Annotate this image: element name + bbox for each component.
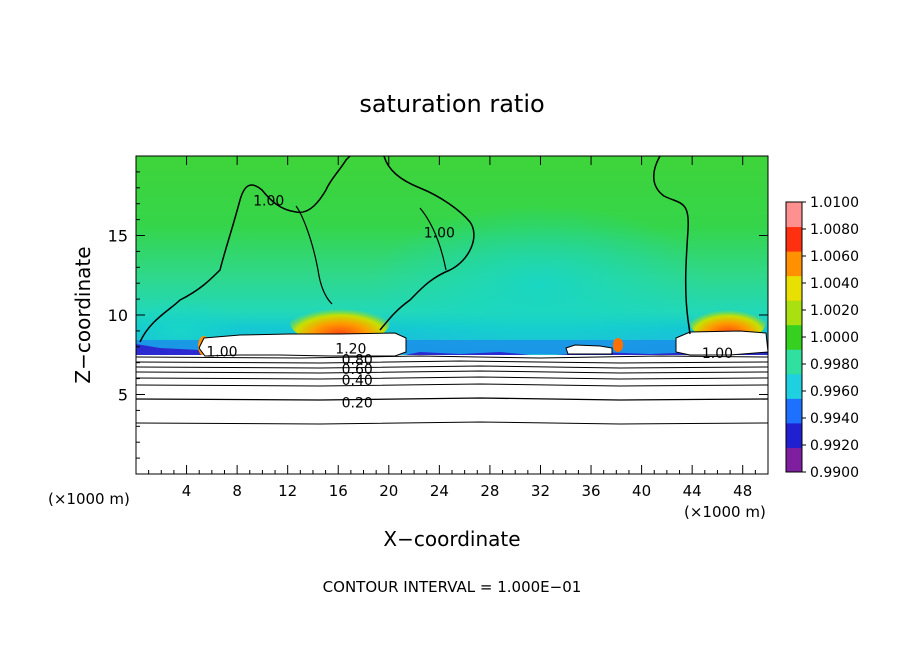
x-unit-right: (×1000 m) [684,503,766,521]
colorbar-band [786,300,802,326]
supersaturation-left [290,300,390,344]
x-tick-label: 24 [430,482,449,500]
contour-line-100-left [139,156,351,343]
cloud-shape-small [565,344,613,355]
colorbar-band [786,251,802,277]
x-tick-label: 48 [733,482,752,500]
colorbar-tick-label: 0.9920 [810,438,859,454]
colorbar-tick-label: 1.0000 [810,330,859,346]
contour-line-120 [136,355,768,359]
colorbar-tick-label: 1.0040 [810,276,859,292]
colorbar-tick-label: 0.9940 [810,411,859,427]
colorbar-band [786,398,802,424]
contour-label: 1.00 [702,346,733,362]
contour-label: 1.00 [206,345,237,361]
contour-interval-note: CONTOUR INTERVAL = 1.000E−01 [323,578,582,596]
x-axis: 4 8 12 16 20 24 28 32 36 40 44 48 [148,156,756,500]
x-tick-label: 32 [531,482,550,500]
contour-label: 0.60 [342,362,373,378]
supersaturation-small [613,338,623,352]
y-tick-label: 5 [118,386,128,405]
colorbar-band [786,447,802,473]
plot-area [136,156,768,474]
contour-label: 1.20 [335,341,366,357]
contour-line-050 [136,370,768,374]
x-tick-label: 36 [581,482,600,500]
contour-line-010 [136,421,768,425]
x-axis-label: X−coordinate [383,527,520,551]
unsaturated-region [136,355,768,474]
contour-line-020 [136,397,768,401]
contour-label: 0.20 [342,395,373,411]
x-tick-label: 8 [232,482,242,500]
contour-label: 1.00 [253,194,284,210]
colorbar-tick-label: 1.0060 [810,249,859,265]
colorbar-tick-label: 1.0100 [810,195,859,211]
colorbar-band [786,275,802,301]
contour-line-060 [136,365,768,369]
y-axis: 5 10 15 [108,171,768,459]
chart-title: saturation ratio [359,90,544,118]
contour-line-030 [136,383,768,387]
x-tick-label: 28 [480,482,499,500]
y-tick-label: 15 [108,227,128,246]
contour-line-100-right [653,156,691,335]
contour-labels: 1.00 1.00 1.00 1.00 1.200.800.600.40 0.20 [206,194,733,412]
colorbar-band [786,422,802,448]
contour-label: 0.40 [342,373,373,389]
colorbar-band [786,324,802,350]
colorbar-tick-label: 0.9960 [810,384,859,400]
y-axis-label: Z−coordinate [71,246,95,383]
contour-label: 0.80 [342,353,373,369]
x-tick-label: 20 [379,482,398,500]
x-tick-label: 4 [182,482,192,500]
x-unit-left: (×1000 m) [48,490,130,508]
contour-line-100-wisp [295,205,333,305]
colorbar-band [786,226,802,252]
contour-line-080 [136,360,768,364]
colorbar-tick-label: 0.9980 [810,357,859,373]
y-tick-label: 10 [108,306,128,325]
colorbar-tick-label: 0.9900 [810,465,859,481]
contour-line-100-mid [379,156,475,331]
x-tick-label: 44 [683,482,702,500]
cloud-shape-right [675,330,768,356]
cyan-region-center [370,205,710,365]
cloud-shape-left [198,332,407,357]
colorbar-tick-label: 1.0020 [810,303,859,319]
colorbar-band [786,349,802,375]
colorbar: 1.0100 1.0080 1.0060 1.0040 1.0020 1.0000 0.99… [785,195,859,481]
contour-label: 1.00 [424,225,455,241]
colorbar-tick-label: 1.0080 [810,222,859,238]
contour-line-100-wisp2 [419,207,447,271]
x-tick-label: 12 [278,482,297,500]
x-tick-label: 40 [632,482,651,500]
x-tick-label: 16 [329,482,348,500]
colorbar-band [786,202,802,228]
contour-line-040 [136,376,768,380]
colorbar-band [786,373,802,399]
